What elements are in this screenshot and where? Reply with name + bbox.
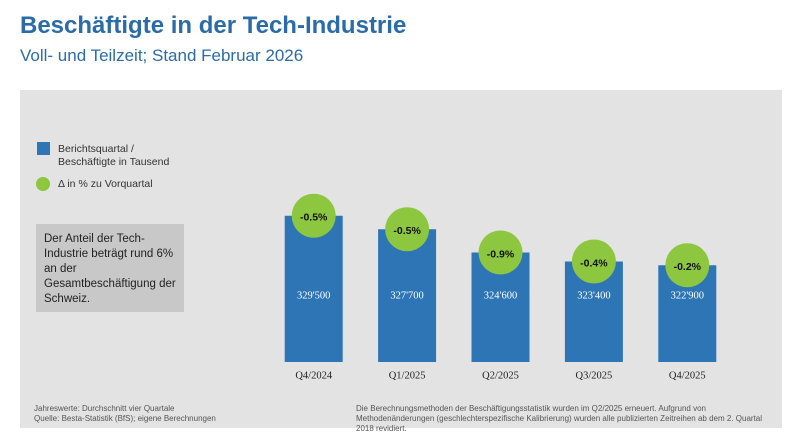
change-marker [478,230,523,275]
bar [284,215,343,362]
change-marker [291,193,336,238]
change-label: -0.5% [393,225,421,237]
change-label: -0.9% [487,248,515,260]
annotation: Der Anteil der Tech-Industrie beträgt ru… [36,224,184,312]
change-marker [571,239,616,284]
value-label: 329'500 [297,290,330,301]
change-label: -0.5% [300,212,328,224]
x-tick-label: Q3/2025 [576,370,613,381]
change-label: -0.4% [580,257,608,269]
bar [378,229,437,362]
legend-label: Δ in % zu Vorquartal [58,178,153,190]
change-marker [665,243,710,288]
chart-title: Beschäftigte in der Tech-Industrie [20,12,407,39]
source-note: Jahreswerte: Durchschnitt vier Quartale [34,404,175,413]
chart-subtitle: Voll- und Teilzeit; Stand Februar 2026 [20,46,304,65]
x-tick-label: Q1/2025 [389,370,426,381]
change-marker [385,207,430,252]
change-label: -0.2% [674,261,702,273]
x-tick-label: Q2/2025 [482,370,519,381]
x-tick-label: Q4/2024 [295,370,333,381]
value-label: 322'900 [671,290,704,301]
source-note: Quelle: Besta-Statistik (BfS); eigene Be… [34,414,216,423]
value-label: 327'700 [390,290,423,301]
legend-marker [37,142,50,155]
value-label: 324'600 [484,290,517,301]
legend-label: Berichtsquartal / Beschäftigte in Tausen… [58,143,170,168]
legend-marker [36,177,50,191]
method-note: Die Berechnungsmethoden der Beschäftigun… [356,404,763,433]
x-tick-label: Q4/2025 [669,370,706,381]
value-label: 323'400 [577,290,610,301]
